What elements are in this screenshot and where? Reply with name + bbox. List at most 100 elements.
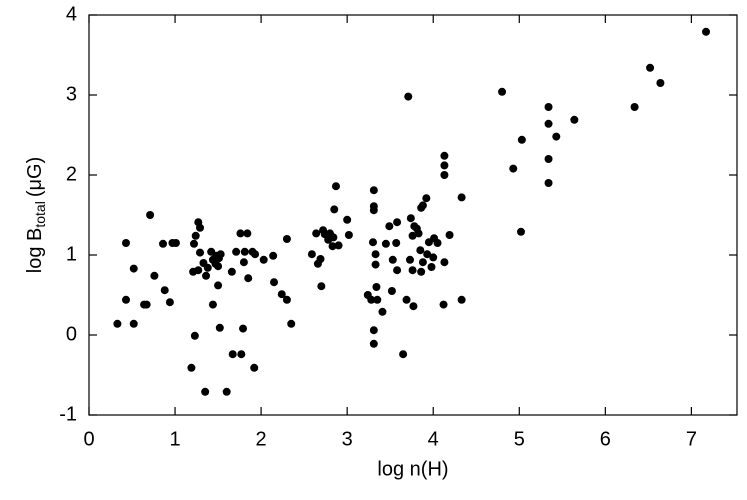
point	[214, 281, 223, 290]
point	[317, 282, 326, 291]
point	[433, 239, 442, 247]
point	[385, 222, 394, 231]
plot-frame	[88, 14, 738, 416]
y-tick-label: 3	[66, 83, 77, 105]
point	[312, 229, 321, 238]
point	[113, 319, 122, 328]
point	[440, 151, 449, 160]
point	[544, 103, 553, 111]
point	[414, 229, 423, 238]
point	[239, 258, 248, 267]
point	[146, 211, 155, 219]
point	[439, 300, 448, 309]
y-axis-label: log Btotal (μG)	[24, 157, 47, 273]
point	[369, 206, 378, 215]
point	[189, 239, 198, 248]
point	[214, 262, 223, 271]
point	[328, 242, 337, 251]
point	[405, 255, 414, 264]
point	[440, 161, 449, 170]
x-tick-label: 3	[342, 428, 353, 450]
point	[159, 239, 168, 248]
y-tick-label: 0	[66, 323, 77, 345]
point	[368, 238, 377, 247]
point	[656, 79, 665, 87]
point	[215, 323, 224, 332]
point	[142, 300, 151, 309]
point	[259, 255, 268, 264]
point	[201, 387, 210, 396]
point	[160, 286, 169, 295]
point	[244, 274, 253, 283]
point	[171, 239, 180, 247]
point	[222, 387, 231, 396]
x-tick-label: 6	[600, 428, 611, 450]
point	[408, 266, 417, 275]
point	[570, 115, 579, 124]
point	[387, 287, 396, 295]
point	[409, 302, 418, 311]
point	[122, 295, 131, 304]
point	[196, 248, 205, 257]
point	[165, 298, 174, 307]
point	[282, 235, 291, 243]
point	[228, 350, 237, 359]
point	[344, 231, 353, 239]
point	[416, 246, 425, 255]
point	[372, 283, 381, 291]
y-tick-label: 4	[66, 3, 77, 25]
point	[190, 331, 199, 340]
point	[251, 250, 260, 259]
point	[329, 233, 338, 242]
point	[307, 250, 316, 259]
point	[330, 205, 339, 214]
point	[427, 263, 436, 271]
point	[187, 363, 196, 372]
y-tick-label: 2	[66, 163, 77, 185]
point	[369, 339, 378, 348]
point	[408, 231, 417, 240]
point	[343, 215, 352, 224]
point	[418, 201, 427, 210]
point	[129, 264, 138, 273]
point	[232, 247, 241, 256]
point	[216, 250, 225, 259]
point	[702, 27, 711, 36]
y-label-sub: total	[32, 201, 48, 227]
point	[150, 271, 159, 280]
x-tick-label: 2	[256, 428, 267, 450]
point	[392, 239, 401, 247]
point	[269, 251, 278, 260]
point	[250, 363, 259, 372]
x-tick-label: 4	[428, 428, 439, 450]
point	[371, 250, 380, 259]
point	[191, 231, 200, 240]
point	[367, 295, 376, 304]
x-tick-label: 5	[514, 428, 525, 450]
point	[369, 326, 378, 335]
point	[381, 239, 390, 248]
point	[509, 164, 518, 173]
point	[208, 300, 217, 309]
point	[202, 271, 211, 280]
point	[646, 63, 655, 72]
point	[544, 179, 553, 187]
point	[243, 229, 252, 238]
y-tick-label: -1	[59, 403, 77, 425]
x-tick-label: 0	[83, 428, 94, 450]
point	[277, 290, 286, 299]
point	[236, 229, 245, 238]
point	[544, 119, 553, 128]
point	[240, 247, 249, 256]
point	[316, 255, 325, 263]
point	[378, 307, 387, 316]
point	[406, 214, 415, 223]
point	[404, 92, 413, 101]
point	[270, 278, 279, 287]
point	[194, 266, 203, 275]
point	[373, 295, 382, 304]
point	[393, 266, 402, 275]
point	[552, 132, 561, 141]
point	[287, 319, 296, 328]
